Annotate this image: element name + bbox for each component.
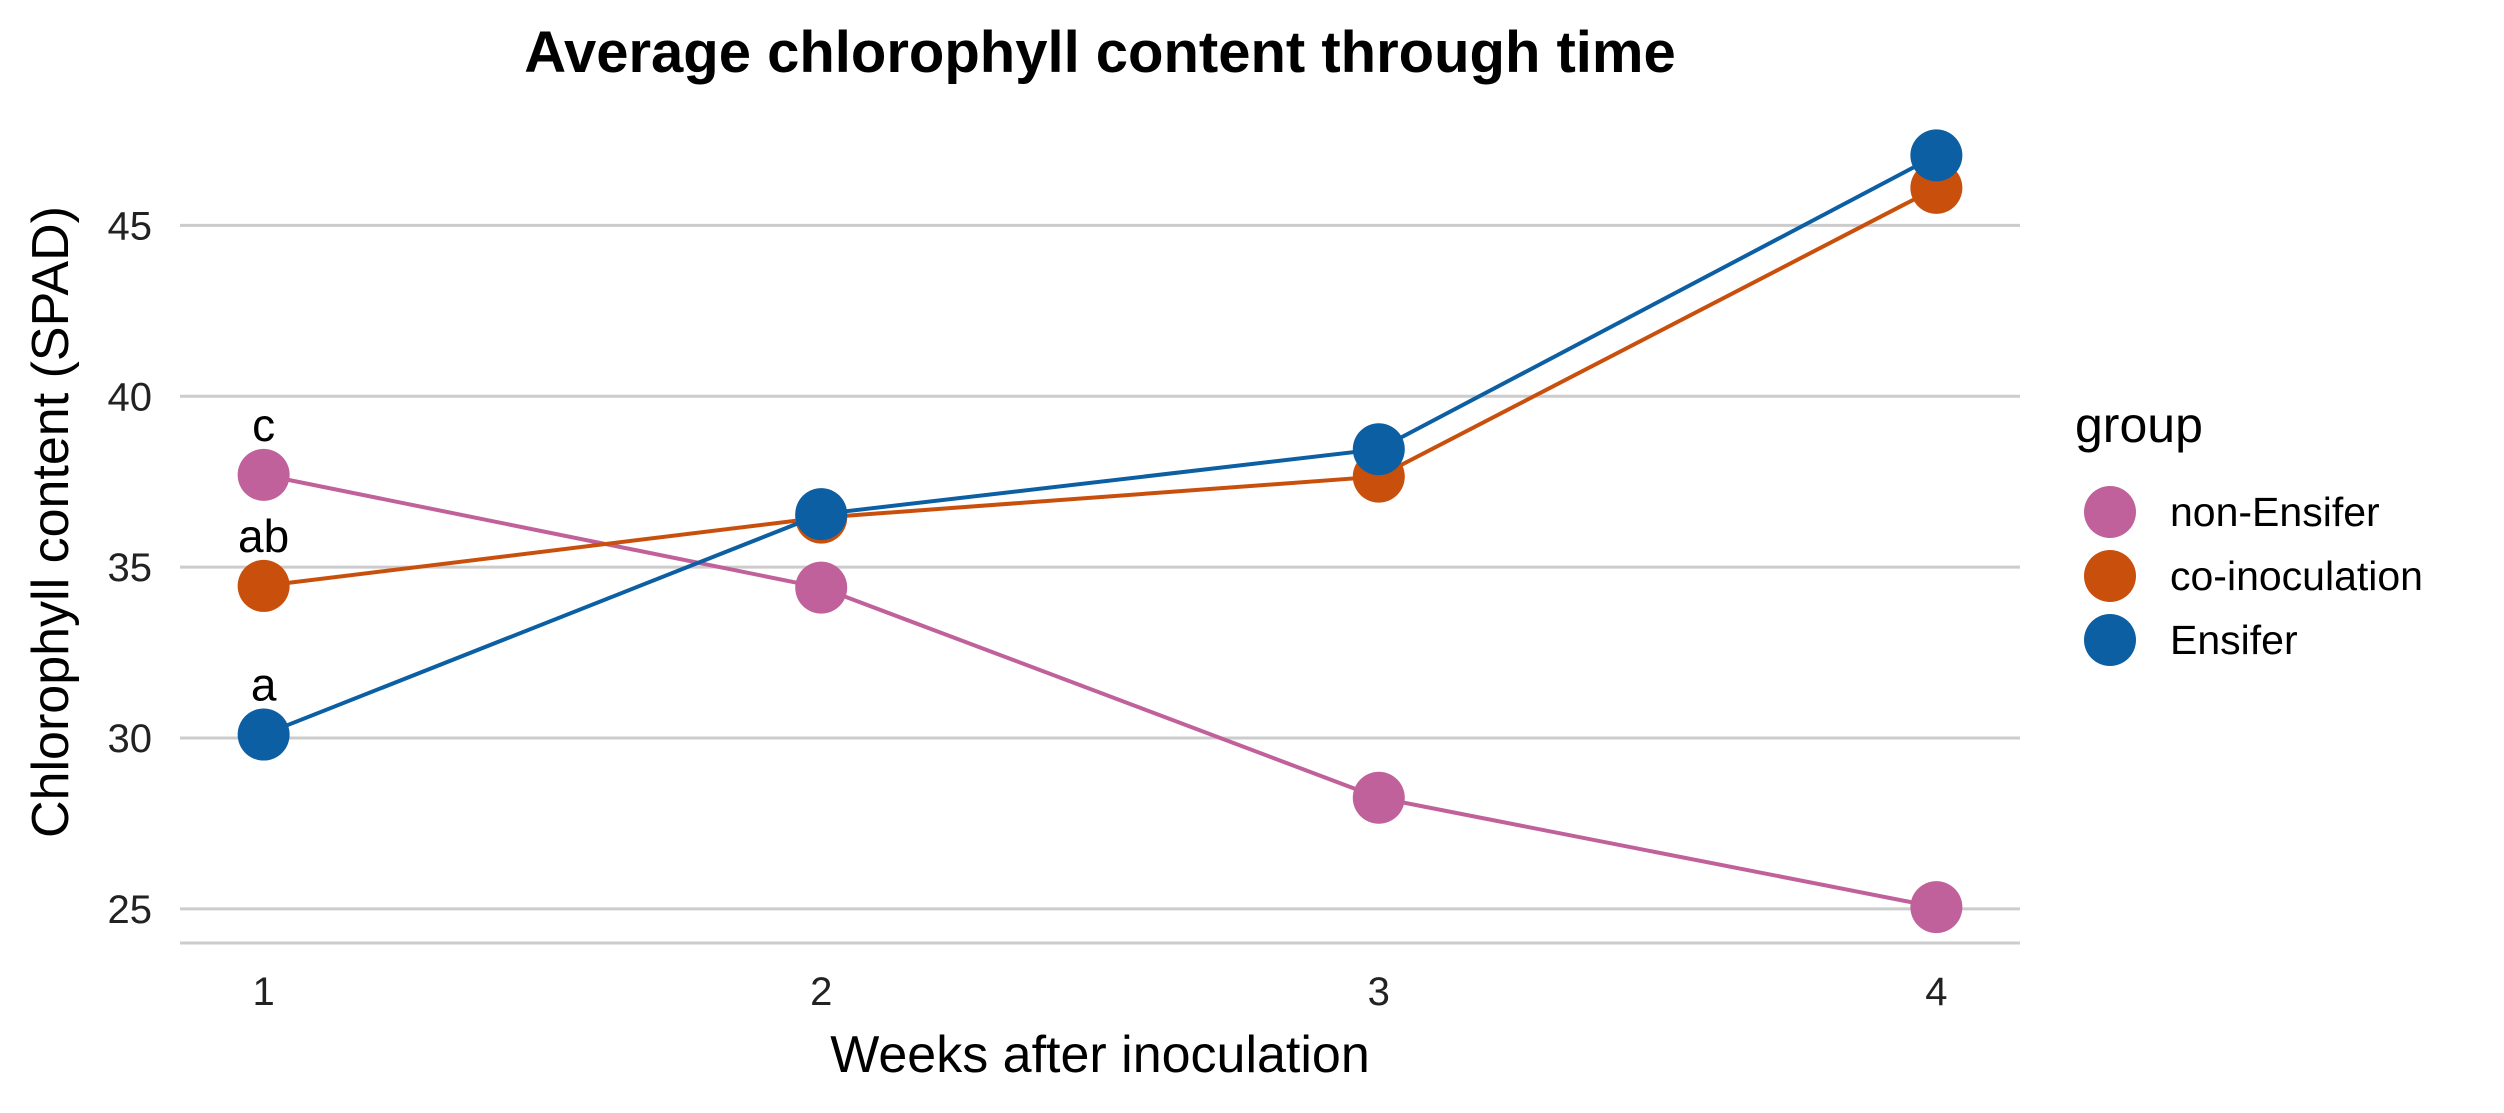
x-tick-label: 2 — [810, 970, 832, 1014]
data-point — [237, 708, 290, 761]
significance-label: a — [251, 659, 277, 711]
x-tick-labels: 1 2 3 4 — [253, 970, 1948, 1014]
legend-key — [2084, 550, 2136, 602]
series-line — [263, 186, 1938, 588]
series-layer — [237, 129, 1963, 934]
data-point — [1352, 771, 1405, 824]
y-tick-label: 30 — [108, 717, 153, 761]
y-tick-label: 35 — [108, 546, 153, 590]
y-tick-label: 45 — [108, 204, 153, 248]
significance-label: ab — [238, 510, 289, 562]
data-point — [1910, 129, 1963, 182]
y-tick-label: 25 — [108, 888, 153, 932]
y-tick-label: 40 — [108, 375, 153, 419]
legend-title: group — [2075, 397, 2203, 453]
y-tick-labels: 25 30 35 40 45 — [108, 204, 153, 931]
legend-key — [2084, 614, 2136, 666]
data-point — [237, 448, 290, 501]
data-point — [1352, 423, 1405, 476]
y-axis-title: Chlorophyll content (SPAD) — [22, 206, 80, 838]
series-group — [237, 448, 1963, 934]
x-tick-label: 3 — [1368, 970, 1390, 1014]
legend-label: co-inoculation — [2170, 553, 2423, 599]
legend: group non-Ensifer co-inoculation Ensifer — [2075, 397, 2423, 666]
data-point — [1910, 881, 1963, 934]
series-line — [262, 153, 1938, 737]
data-point — [795, 488, 848, 541]
x-axis-title: Weeks after inoculation — [830, 1026, 1370, 1084]
significance-label: c — [252, 399, 275, 451]
data-point — [795, 561, 848, 614]
grid-layer — [180, 223, 2020, 911]
series-group — [237, 161, 1963, 612]
legend-label: non-Ensifer — [2170, 489, 2380, 535]
x-tick-label: 4 — [1925, 970, 1947, 1014]
data-point — [237, 559, 290, 612]
x-tick-label: 1 — [253, 970, 275, 1014]
annotation-layer: c ab a — [238, 399, 289, 711]
series-line — [263, 472, 1937, 910]
legend-label: Ensifer — [2170, 617, 2298, 663]
legend-key — [2084, 486, 2136, 538]
chart-title: Average chlorophyll content through time — [524, 20, 1676, 85]
series-group — [237, 129, 1963, 761]
